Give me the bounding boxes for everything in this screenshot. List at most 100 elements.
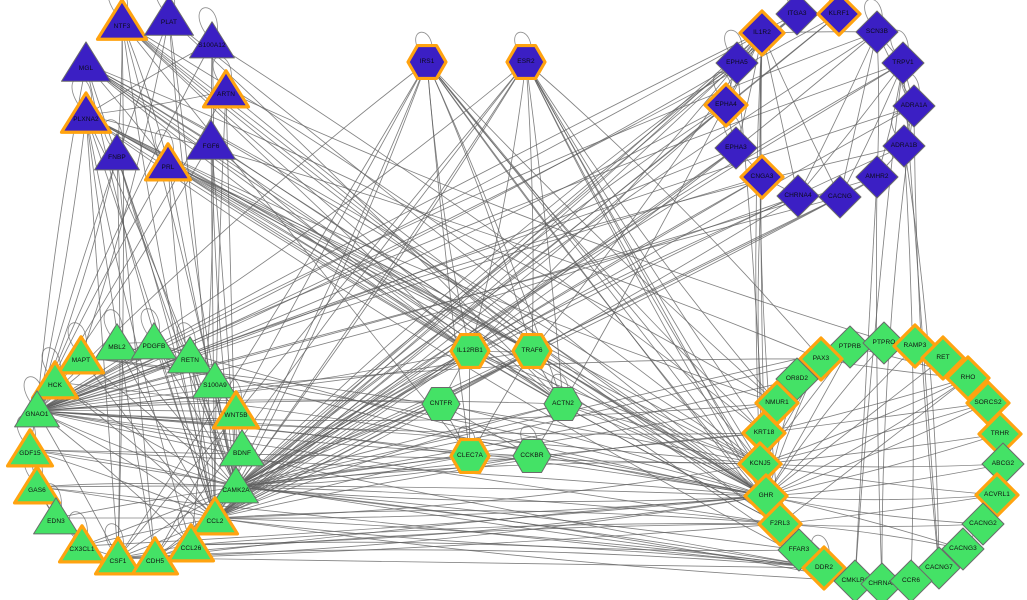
graph-edge <box>761 32 841 198</box>
graph-edge <box>779 494 998 525</box>
graph-edge <box>440 403 767 497</box>
graph-edge <box>190 41 215 546</box>
graph-edge <box>211 41 765 434</box>
graph-edge <box>759 433 1001 465</box>
graph-self-loop-edge <box>154 129 174 161</box>
graph-edge <box>29 449 761 465</box>
graph-edge <box>779 523 964 550</box>
graph-edge <box>154 523 781 559</box>
graph-edge <box>167 163 471 352</box>
graph-node-traf6[interactable]: TRAF6 <box>508 327 556 375</box>
graph-edge <box>531 350 767 497</box>
graph-edge <box>214 517 825 569</box>
graph-edge <box>36 410 119 559</box>
graph-node-actn2[interactable]: ACTN2 <box>539 380 587 428</box>
graph-edge <box>839 31 878 198</box>
graph-edge <box>85 114 471 352</box>
graph-edge <box>214 463 761 519</box>
graph-node-ccr6[interactable]: CCR6 <box>885 555 937 600</box>
graph-node-fnbp[interactable]: FNBP <box>90 127 144 181</box>
graph-edge <box>235 104 727 488</box>
graph-edge <box>759 463 998 496</box>
graph-self-loop-edge <box>67 322 87 354</box>
graph-self-loop-edge <box>157 0 176 15</box>
graph-node-cckbr[interactable]: CCKBR <box>508 432 556 480</box>
graph-edge <box>759 402 989 465</box>
graph-edge <box>36 147 737 412</box>
graph-edge <box>214 455 471 519</box>
graph-node-cacng[interactable]: CACNG <box>814 171 866 223</box>
graph-edge <box>235 13 840 488</box>
graph-self-loop-edge <box>103 309 123 341</box>
graph-node-esr2[interactable]: ESR2 <box>502 38 550 86</box>
graph-edge <box>54 381 767 497</box>
graph-edge <box>225 90 237 488</box>
graph-edge <box>765 494 998 501</box>
graph-edge <box>55 486 237 519</box>
graph-edge <box>765 463 1004 497</box>
graph-edge <box>117 523 781 559</box>
graph-edge <box>36 402 778 422</box>
graph-node-artn[interactable]: ARTN <box>199 64 253 118</box>
graph-edge <box>525 61 822 360</box>
graph-self-loop-edge <box>864 0 883 29</box>
graph-edge <box>29 449 216 519</box>
graph-edge <box>80 17 170 358</box>
graph-edge <box>214 403 564 519</box>
graph-node-s100a12[interactable]: S100A12 <box>185 15 239 69</box>
graph-edge <box>36 358 822 412</box>
graph-edge <box>763 377 969 434</box>
graph-edge <box>525 61 564 405</box>
graph-edge <box>214 517 856 582</box>
graph-edge <box>235 403 442 488</box>
graph-edge <box>235 62 738 488</box>
graph-edge <box>426 61 778 404</box>
graph-edge <box>116 343 237 488</box>
graph-edge <box>167 163 533 352</box>
graph-edge <box>839 62 904 198</box>
graph-node-cdh5[interactable]: CDH5 <box>128 531 182 585</box>
graph-edge <box>36 486 825 569</box>
graph-edge <box>210 141 471 352</box>
graph-edge <box>85 63 767 497</box>
graph-edge <box>36 400 564 412</box>
graph-node-mgl[interactable]: MGL <box>57 35 115 93</box>
graph-edge <box>765 345 916 497</box>
graph-edge <box>36 483 237 488</box>
graph-edge <box>36 17 170 412</box>
graph-edge <box>190 523 781 546</box>
graph-edge <box>117 549 825 569</box>
graph-edge <box>167 163 761 465</box>
graph-edge <box>36 176 763 412</box>
graph-edge <box>235 486 856 582</box>
graph-edge <box>116 343 216 519</box>
graph-edge <box>153 342 216 519</box>
graph-edge <box>214 517 800 552</box>
graph-edge <box>154 495 767 559</box>
graph-edge <box>235 486 800 551</box>
graph-edge <box>235 13 798 488</box>
graph-edge <box>36 410 237 488</box>
graph-self-loop-edge <box>198 7 218 39</box>
graph-edge <box>235 346 851 488</box>
graph-node-clec7a[interactable]: CLEC7A <box>446 432 494 480</box>
graph-node-prl[interactable]: PRL <box>141 137 195 191</box>
graph-edge <box>85 63 825 569</box>
graph-edge <box>36 410 243 451</box>
graph-edge <box>225 90 944 359</box>
graph-edge <box>117 61 527 559</box>
graph-edge <box>210 141 237 488</box>
graph-edge <box>167 163 564 405</box>
graph-edge <box>765 377 969 497</box>
graph-edge <box>469 32 763 352</box>
graph-node-il12rb1[interactable]: IL12RB1 <box>446 327 494 375</box>
graph-edge <box>117 61 428 559</box>
graph-edge <box>235 61 428 488</box>
graph-node-cntfr[interactable]: CNTFR <box>417 380 465 428</box>
graph-edge <box>36 410 781 525</box>
graph-edge <box>235 147 737 488</box>
graph-edge <box>36 114 87 412</box>
graph-node-irs1[interactable]: IRS1 <box>403 38 451 86</box>
graph-edge <box>121 21 471 352</box>
